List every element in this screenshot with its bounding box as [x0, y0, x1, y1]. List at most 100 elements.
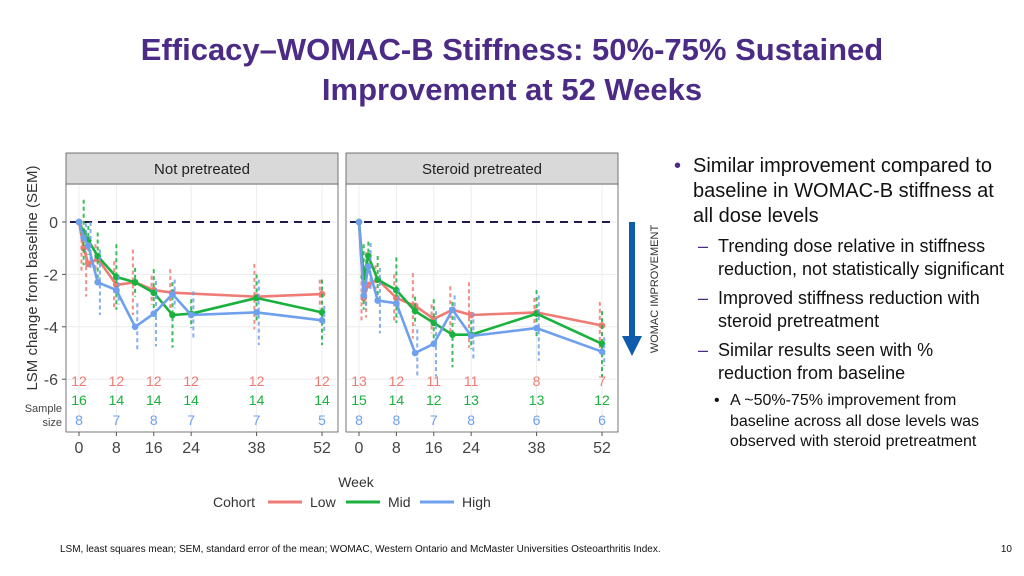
bullet-1-3: – Similar results seen with % reduction f…: [698, 340, 934, 383]
data-point-high: [430, 340, 438, 348]
bullet-1-1-text: Trending dose relative in stiffness redu…: [718, 236, 1005, 279]
x-tick-label: 24: [462, 440, 480, 457]
sample-size-low: 12: [314, 373, 330, 389]
data-point-high: [131, 323, 139, 331]
sample-size-mid: 14: [249, 392, 265, 408]
data-point-mid: [169, 311, 176, 319]
data-point-high: [150, 310, 158, 318]
sample-size-high: 7: [112, 412, 120, 428]
y-tick-label: 0: [49, 215, 58, 232]
x-tick-label: 8: [112, 440, 121, 457]
footnote: LSM, least squares mean; SEM, standard e…: [60, 544, 661, 555]
bullet-1-2-text: Improved stiffness reduction with steroi…: [718, 288, 980, 331]
sample-size-low: 12: [146, 373, 162, 389]
data-point-high: [113, 286, 120, 294]
page-number: 10: [1000, 544, 1012, 555]
data-point-high: [393, 299, 400, 307]
data-point-high: [75, 218, 83, 226]
data-point-high: [318, 316, 326, 324]
sample-size-mid: 14: [389, 392, 405, 408]
bullet-list: • Similar improvement compared to baselin…: [668, 154, 1008, 453]
data-point-high: [533, 324, 540, 332]
x-tick-label: 8: [392, 440, 401, 457]
bullet-1: • Similar improvement compared to baselin…: [674, 155, 994, 227]
sample-size-high: 7: [430, 412, 438, 428]
sample-size-low: 12: [183, 373, 199, 389]
x-tick-label: 52: [313, 440, 331, 457]
sample-size-low: 13: [351, 373, 367, 389]
sample-size-high: 8: [467, 412, 475, 428]
data-point-mid: [411, 307, 419, 315]
sample-size-low: 12: [249, 373, 265, 389]
x-tick-label: 16: [145, 440, 163, 457]
data-point-high: [365, 263, 372, 270]
sample-size-mid: 12: [426, 392, 442, 408]
sample-size-mid: 13: [463, 392, 479, 408]
legend-label-high: High: [462, 494, 491, 510]
x-tick-label: 16: [425, 440, 443, 457]
x-tick-label: 24: [182, 440, 200, 457]
data-point-high: [411, 349, 419, 357]
sample-size-low: 11: [464, 373, 479, 389]
data-point-high: [169, 290, 176, 298]
sample-size-label-2: size: [42, 417, 62, 429]
x-tick-label: 0: [75, 440, 84, 457]
x-tick-label: 52: [593, 440, 611, 457]
x-tick-label: 38: [248, 440, 266, 457]
data-point-high: [187, 311, 195, 319]
panel-1-title: Not pretreated: [154, 161, 250, 178]
y-axis-label: LSM change from baseline (SEM): [24, 165, 41, 390]
sample-size-low: 7: [598, 373, 606, 389]
data-point-high: [80, 234, 87, 242]
data-point-high: [355, 218, 363, 226]
x-tick-label: 0: [355, 440, 364, 457]
bullet-1-text: Similar improvement compared to baseline…: [693, 155, 994, 227]
x-axis-label: Week: [338, 474, 375, 490]
bullet-1-3-text: Similar results seen with % reduction fr…: [718, 340, 934, 383]
panel-2-plot-area: [345, 183, 619, 433]
legend-label-low: Low: [310, 494, 337, 510]
slide-title-line-1: Efficacy–WOMAC-B Stiffness: 50%-75% Sust…: [140, 32, 884, 67]
sample-size-low: 12: [109, 373, 125, 389]
improvement-label: WOMAC IMPROVEMENT: [649, 225, 661, 354]
legend-label-mid: Mid: [388, 494, 411, 510]
sample-size-high: 8: [150, 412, 158, 428]
efficacy-chart: Not pretreated 12 12 12 12 12 12 16 14 14 14 14 14 8 7…: [24, 152, 661, 510]
sample-size-mid: 16: [71, 392, 87, 408]
y-tick-label: -4: [44, 320, 58, 337]
sample-size-mid: 14: [183, 392, 199, 408]
data-point-high: [85, 242, 92, 249]
data-point-high: [360, 292, 367, 299]
data-point-high: [94, 278, 101, 286]
sample-size-mid: 15: [351, 392, 367, 408]
sample-size-high: 5: [318, 412, 326, 428]
improvement-arrow-head: [622, 336, 642, 356]
y-tick-label: -6: [44, 372, 58, 389]
slide-title-line-2: Improvement at 52 Weeks: [321, 72, 703, 107]
sample-size-high: 8: [355, 412, 363, 428]
data-point-mid: [449, 331, 456, 338]
panel-1-plot-area: [65, 183, 339, 433]
sample-size-mid: 14: [146, 392, 162, 408]
data-point-high: [449, 306, 456, 314]
bullet-1-3-1: • A ~50%-75% improvement from baseline ac…: [714, 392, 980, 450]
sample-size-high: 8: [75, 412, 83, 428]
legend-title: Cohort: [213, 494, 255, 510]
data-point-high: [253, 309, 260, 316]
sample-size-high: 6: [533, 412, 541, 428]
data-point-high: [467, 332, 475, 340]
bullet-1-3-1-text: A ~50%-75% improvement from baseline acr…: [730, 392, 980, 450]
sample-size-mid: 12: [594, 392, 610, 408]
data-point-high: [374, 297, 381, 304]
slide-title: Efficacy–WOMAC-B Stiffness: 50%-75% Sust…: [0, 30, 1024, 110]
panel-1-strip: [65, 152, 339, 185]
sample-size-low: 8: [533, 373, 541, 389]
sample-size-high: 7: [253, 412, 261, 428]
series-line-low: [77, 221, 323, 299]
x-tick-label: 38: [528, 440, 546, 457]
sample-size-high: 6: [598, 412, 606, 428]
sample-size-mid: 14: [314, 392, 330, 408]
sample-size-high: 7: [187, 412, 195, 428]
panel-2-strip: [345, 152, 619, 185]
bullet-1-1: – Trending dose relative in stiffness red…: [698, 236, 1005, 279]
